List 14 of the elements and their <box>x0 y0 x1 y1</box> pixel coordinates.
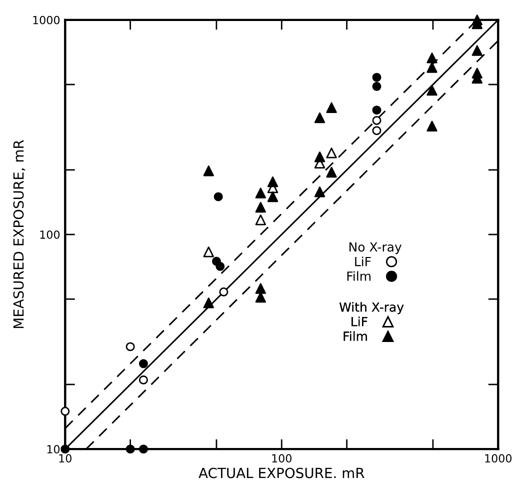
y-tick-label: 100 <box>40 230 60 239</box>
y-tick-label: 1000 <box>33 16 60 24</box>
annotation: No X-ray <box>349 242 402 254</box>
legend-label: LiF <box>355 256 371 266</box>
y-tick-label: 10 <box>47 445 60 454</box>
legend-label: LiF <box>352 316 368 326</box>
x-tick-label: 100 <box>272 454 292 463</box>
legend-label: Film <box>347 271 370 281</box>
legend-label: Film <box>344 331 367 341</box>
x-tick-label: 1000 <box>485 454 512 463</box>
y-axis-title: MEASURED EXPOSURE, mR <box>13 140 26 328</box>
annotation: With X-ray <box>339 302 404 314</box>
x-axis-title: ACTUAL EXPOSURE. mR <box>198 468 364 478</box>
x-tick-label: 10 <box>59 454 72 463</box>
